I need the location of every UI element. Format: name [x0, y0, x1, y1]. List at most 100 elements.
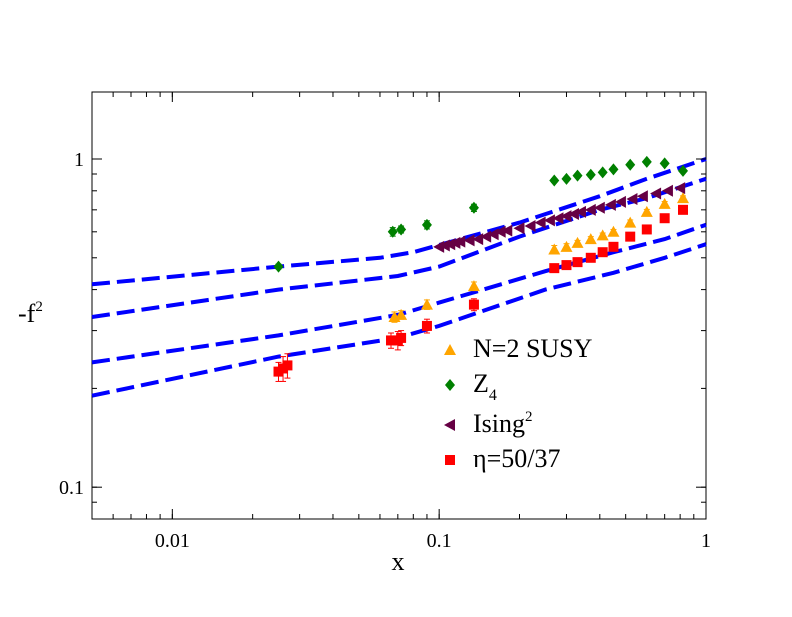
legend-label-main: N=2 SUSY: [473, 334, 593, 363]
data-point: [548, 243, 561, 255]
legend-marker: [445, 379, 455, 391]
legend-label: N=2 SUSY: [473, 334, 593, 363]
data-point: [584, 203, 596, 216]
data-series: [273, 155, 690, 382]
data-point: [674, 182, 686, 195]
legend-label-main: Ising: [473, 409, 525, 438]
data-point: [421, 218, 432, 231]
data-point: [661, 184, 673, 197]
series-3: [273, 204, 689, 382]
fit-lines: [91, 157, 707, 398]
x-axis-label: x: [392, 547, 405, 576]
data-point: [608, 163, 619, 176]
fit-3: [91, 222, 707, 365]
series-1: [273, 155, 689, 273]
data-point: [659, 157, 670, 170]
data-point: [636, 190, 648, 203]
data-point: [626, 193, 638, 206]
data-point: [421, 320, 432, 331]
y-tick-label: 1: [74, 149, 84, 171]
data-point: [574, 205, 586, 218]
data-point: [608, 241, 619, 252]
data-point: [625, 158, 636, 171]
data-point: [396, 332, 407, 343]
legend: N=2 SUSY Z4 Ising2 η=50/37: [444, 334, 593, 473]
data-point: [560, 210, 572, 223]
legend-label-sup: 2: [525, 409, 533, 425]
data-point: [677, 192, 690, 204]
data-point: [543, 214, 555, 227]
data-point: [659, 213, 670, 224]
legend-label: Z4: [473, 369, 497, 404]
series-2: [433, 182, 686, 253]
data-point: [386, 335, 397, 346]
data-point: [640, 205, 653, 217]
data-point: [678, 204, 689, 215]
data-point: [561, 260, 572, 271]
legend-marker: [444, 419, 455, 431]
data-point: [524, 219, 536, 232]
data-point: [597, 247, 608, 258]
data-point: [549, 174, 560, 187]
plot-frame: [91, 91, 707, 520]
data-point: [593, 201, 605, 214]
data-point: [614, 195, 626, 208]
data-point: [468, 201, 479, 214]
data-point: [273, 260, 284, 273]
data-point: [650, 187, 662, 200]
data-point: [454, 235, 466, 248]
data-point: [433, 240, 445, 253]
data-point: [572, 257, 583, 268]
data-point: [560, 240, 573, 252]
data-point: [468, 299, 479, 310]
legend-label: Ising2: [473, 409, 533, 438]
data-point: [658, 197, 671, 209]
data-point: [585, 168, 596, 181]
legend-label-sub: 4: [489, 387, 497, 404]
data-point: [561, 172, 572, 185]
legend-marker: [445, 455, 455, 465]
y-axis-label-main: -f: [18, 299, 36, 328]
x-tick-label: 0.1: [427, 530, 452, 552]
data-point: [572, 169, 583, 182]
data-point: [501, 224, 513, 237]
x-tick-label: 0.01: [155, 530, 190, 552]
data-point: [467, 280, 480, 292]
data-point: [549, 263, 560, 274]
data-point: [625, 231, 636, 242]
legend-marker: [444, 344, 456, 355]
legend-label: η=50/37: [473, 444, 560, 473]
data-point: [480, 230, 492, 243]
legend-label-main: Z: [473, 369, 489, 398]
data-point: [571, 236, 584, 248]
data-point: [387, 225, 398, 238]
data-point: [420, 298, 433, 310]
series-0: [388, 192, 690, 323]
fit-2: [91, 176, 707, 319]
data-point: [641, 155, 652, 168]
data-point: [604, 198, 616, 211]
axis-ticks: 0.01 0.1 1 0.1 1: [59, 92, 711, 552]
data-point: [395, 308, 408, 320]
data-point: [438, 239, 450, 252]
data-point: [463, 234, 475, 247]
data-point: [567, 207, 579, 220]
data-point: [444, 238, 456, 251]
data-point: [472, 233, 484, 246]
y-tick-label: 0.1: [59, 477, 84, 499]
data-point: [552, 212, 564, 225]
data-point: [513, 222, 525, 235]
fit-4: [91, 242, 707, 398]
y-axis-label: -f2: [18, 299, 43, 328]
y-axis-label-sup: 2: [35, 299, 43, 315]
data-point: [678, 164, 689, 177]
data-point: [534, 216, 546, 229]
x-tick-label: 1: [701, 530, 711, 552]
data-point: [607, 225, 620, 237]
data-point: [597, 166, 608, 179]
legend-label-main: η=50/37: [473, 444, 560, 473]
data-point: [624, 216, 637, 228]
data-point: [641, 224, 652, 235]
